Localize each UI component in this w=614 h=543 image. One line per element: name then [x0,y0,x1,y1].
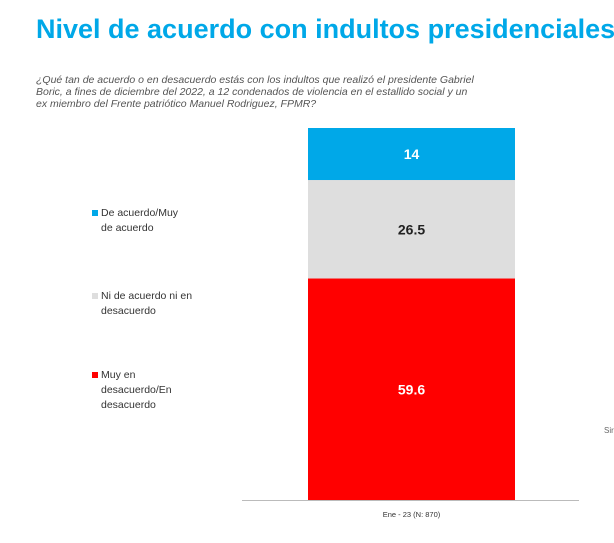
edge-text: Sir [604,426,614,435]
legend-label-desacuerdo: Muy en desacuerdo/En desacuerdo [92,368,242,413]
data-label-2: 14 [404,146,420,162]
bar-segment-2 [308,128,515,181]
legend-item-de-acuerdo: De acuerdo/Muy de acuerdo [92,206,242,236]
legend-label-line: desacuerdo [101,399,156,411]
legend-label-line: De acuerdo/Muy [101,207,179,219]
legend-label-line: Ni de acuerdo ni en [101,290,193,302]
legend-label-de-acuerdo: De acuerdo/Muy de acuerdo [92,206,242,236]
legend-label-line: desacuerdo [101,305,156,317]
survey-question: ¿Qué tan de acuerdo o en desacuerdo está… [36,74,474,110]
data-label-0: 59.6 [398,381,425,397]
bar-segment-0 [308,278,515,500]
bar-segment-1 [308,180,515,279]
legend-swatch-ni-ni [92,293,98,299]
legend-label-ni-ni: Ni de acuerdo ni en desacuerdo [92,289,242,319]
chart-title: Nivel de acuerdo con indultos presidenci… [36,14,614,44]
legend-item-ni-ni: Ni de acuerdo ni en desacuerdo [92,289,242,319]
legend-swatch-desacuerdo [92,372,98,378]
data-label-1: 26.5 [398,221,425,237]
legend-item-desacuerdo: Muy en desacuerdo/En desacuerdo [92,368,242,413]
legend-label-line: Muy en [101,369,136,381]
category-label: Ene - 23 (N: 870) [383,510,441,519]
legend-swatch-de-acuerdo [92,210,98,216]
legend-label-line: desacuerdo/En [101,384,172,396]
legend-label-line: de acuerdo [101,222,154,234]
